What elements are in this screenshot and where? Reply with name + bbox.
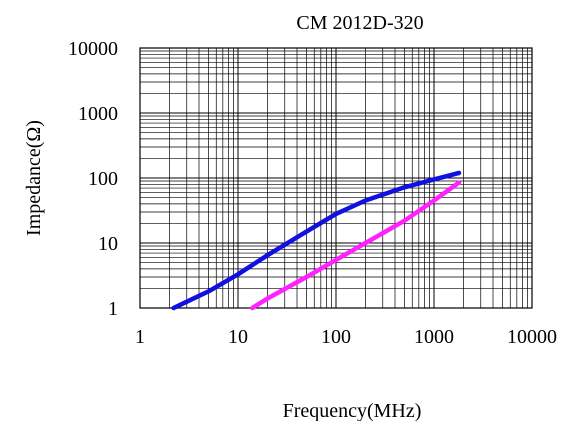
x-tick-label: 10 [228, 326, 248, 348]
plot-frame [139, 47, 533, 309]
x-tick-label: 1000 [414, 326, 454, 348]
y-axis-label: Impedance(Ω) [23, 120, 45, 236]
series-group [171, 170, 462, 311]
y-tick-labels: 10000 1000 100 10 1 [68, 38, 118, 320]
chart-title: CM 2012D-320 [296, 12, 423, 34]
y-tick-label: 10 [98, 233, 118, 255]
y-tick-label: 10000 [68, 38, 118, 60]
y-tick-label: 100 [88, 168, 118, 190]
x-tick-label: 100 [321, 326, 351, 348]
y-tick-label: 1000 [78, 103, 118, 125]
chart-grid [139, 48, 532, 309]
x-tick-label: 10000 [507, 326, 557, 348]
x-axis-label: Frequency(MHz) [283, 400, 422, 421]
x-tick-labels: 1 10 100 1000 10000 [135, 326, 557, 348]
series-line-1 [171, 170, 462, 311]
x-tick-label: 1 [135, 326, 145, 348]
series-line-2 [250, 180, 462, 311]
y-tick-label: 1 [108, 298, 118, 320]
